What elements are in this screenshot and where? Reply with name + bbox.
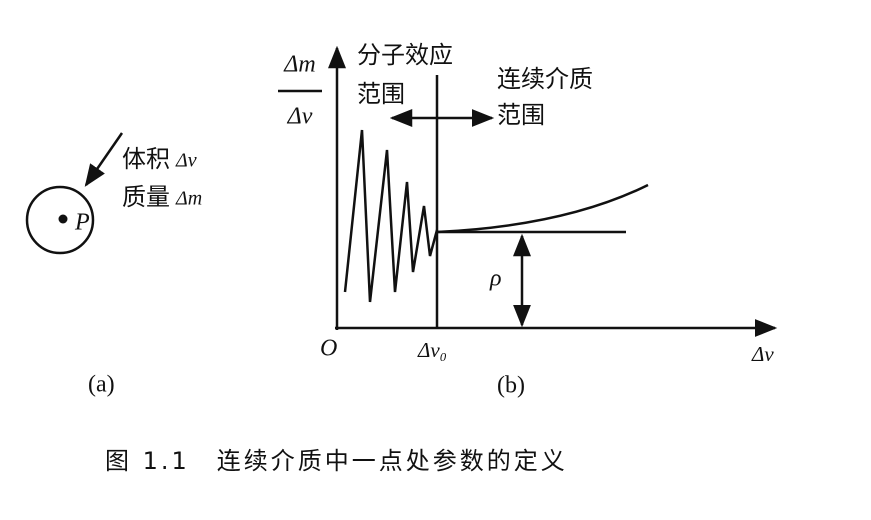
point-label: P: [74, 210, 90, 236]
panel-b-caption: (b): [497, 373, 525, 399]
point-dot: [58, 214, 68, 224]
fluctuating-curve: [343, 129, 439, 303]
right-region-line: 范围: [497, 101, 545, 129]
panel-b: Δm Δv 分子效应 范围 连续介质 范围 ρ O Δv₀ Δv (b): [278, 41, 778, 399]
x-mark-label: Δv₀: [417, 338, 447, 362]
control-volume: [25, 185, 95, 255]
panel-a: P 体积 Δv 质量 Δm (a): [25, 132, 202, 398]
left-region-line: 分子效应: [357, 41, 453, 69]
mass-symbol: Δm: [175, 188, 202, 210]
volume-label: 体积: [122, 145, 170, 173]
y-axis-numerator: Δm: [283, 52, 315, 78]
figure-caption: 图 1.1 连续介质中一点处参数的定义: [105, 447, 568, 475]
origin-label: O: [320, 336, 337, 362]
y-axis-denominator: Δv: [287, 104, 313, 130]
rising-curve: [436, 183, 649, 234]
right-region-line: 连续介质: [497, 65, 593, 93]
volume-symbol: Δv: [175, 150, 197, 172]
panel-a-caption: (a): [88, 372, 115, 398]
x-axis-label: Δv: [751, 342, 774, 366]
density-label: ρ: [489, 266, 502, 292]
mass-label: 质量: [122, 183, 170, 211]
left-region-line: 范围: [357, 80, 405, 108]
pointer-arrow: [84, 132, 124, 187]
